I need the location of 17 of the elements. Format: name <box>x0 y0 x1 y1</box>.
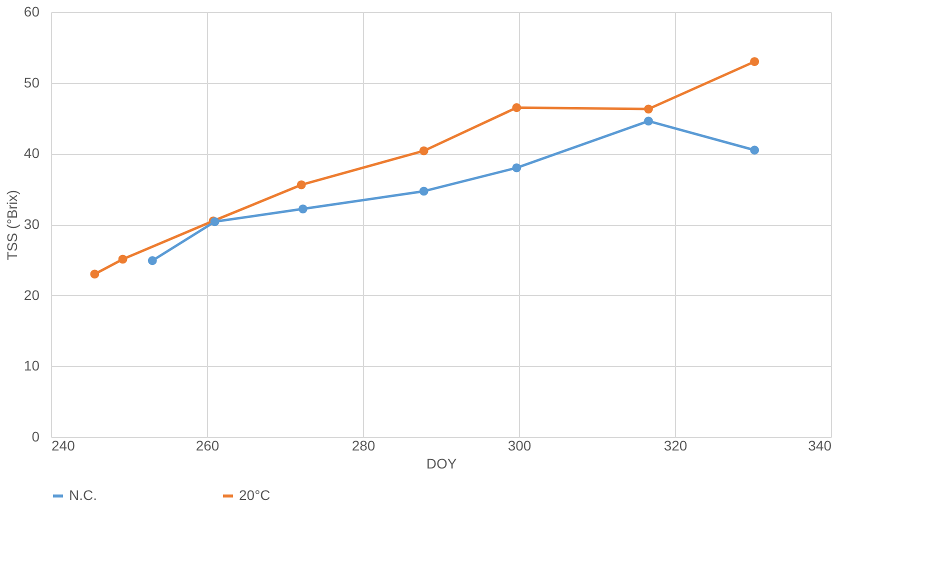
y-tick-label: 50 <box>24 74 40 90</box>
y-axis-title: TSS (°Brix) <box>4 190 20 260</box>
y-tick-label: 40 <box>24 145 40 162</box>
legend-label: 20°C <box>239 487 270 503</box>
x-tick-label: 280 <box>352 438 376 454</box>
x-axis-title: DOY <box>426 456 458 472</box>
y-tick-label: 10 <box>24 358 40 374</box>
legend-label: N.C. <box>69 487 97 503</box>
x-tick-label: 240 <box>52 438 76 454</box>
y-tick-label: 0 <box>32 428 40 444</box>
x-tick-label: 300 <box>508 438 532 454</box>
y-tick-label: 30 <box>24 216 40 232</box>
x-tick-label: 320 <box>664 438 688 454</box>
x-tick-label: 260 <box>196 438 220 454</box>
y-tick-label: 20 <box>24 286 40 303</box>
x-tick-label: 340 <box>808 438 832 454</box>
y-tick-label: 60 <box>24 4 40 20</box>
